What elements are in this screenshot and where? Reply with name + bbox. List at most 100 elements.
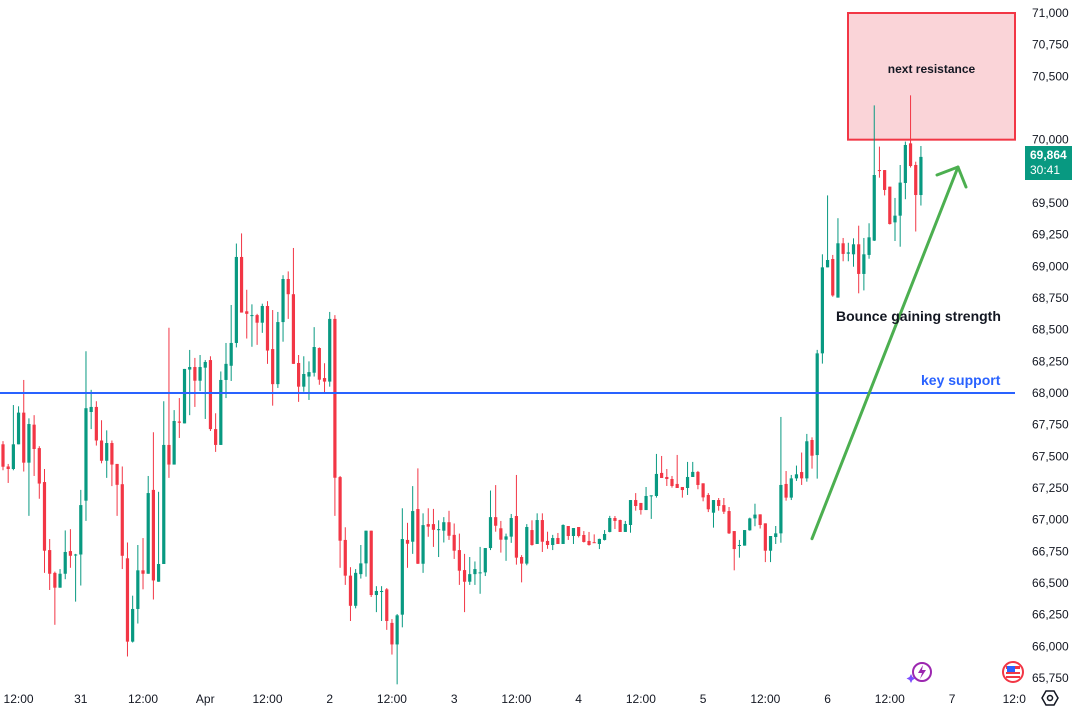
candle-body [862,254,866,274]
candle-body [872,175,876,241]
candle [763,523,767,563]
candle [276,311,280,388]
candle [903,141,907,200]
candle-body [468,574,472,582]
candle-body [525,527,529,564]
candle-body [333,318,337,478]
candle-body [545,540,550,545]
y-tick-label: 70,000 [1032,133,1069,147]
candle [16,406,21,445]
candle [577,527,581,538]
candle [115,463,119,516]
candle [405,522,410,568]
candle-body [297,362,301,387]
candle [867,223,871,259]
candle-body [908,143,913,167]
arrow-head [935,165,968,189]
candle [302,356,306,392]
candle [602,530,607,541]
candle [841,237,845,262]
candle-body [265,305,270,351]
candle [613,515,617,530]
candle-body [654,473,659,496]
y-tick-label: 68,250 [1032,354,1069,368]
candle [592,534,596,544]
x-tick-label: 12:00 [252,692,282,706]
candle-body [639,502,643,511]
candle-body [177,421,181,423]
x-tick-label: 12:00 [377,692,407,706]
candle [685,461,690,495]
candle [58,569,62,588]
candle-body [322,378,327,382]
candle [354,569,358,609]
candle [520,555,524,583]
candle-body [893,215,897,223]
candle [322,363,327,394]
candle-body [494,517,498,526]
lightning-icon[interactable] [906,660,934,689]
candle [437,520,441,558]
candle [846,242,850,262]
candle [260,303,264,333]
candle [338,475,342,568]
candle [597,538,601,550]
candle [151,432,155,600]
candle-body [753,514,757,519]
candle-body [685,476,690,488]
candle [53,571,57,625]
candle-body [79,505,83,555]
us-flag-icon[interactable] [1002,661,1024,688]
candle-body [354,572,358,606]
candle-body [779,484,783,534]
candle-body [255,315,259,323]
candle-body [825,260,830,268]
y-tick-label: 67,500 [1032,449,1069,463]
candle [188,349,192,416]
candle [737,539,742,558]
settings-icon[interactable] [1041,689,1059,712]
candle-body [535,520,539,544]
candle [369,530,373,597]
candle [1,441,5,471]
y-tick-label: 69,500 [1032,196,1069,210]
candle-body [587,540,591,545]
candle-body [369,530,373,596]
candle [836,218,840,298]
candle-body [701,483,705,498]
candle [794,465,799,481]
price-axis[interactable]: 71,000 70,750 70,500 70,000 69,500 69,250 69,0… [1032,6,1069,685]
candle-body [665,476,669,480]
candle-body [63,551,67,574]
y-tick-label: 65,750 [1032,671,1069,685]
candle [312,327,316,377]
candle [582,531,586,543]
candle-body [1,444,5,467]
candle [748,517,752,531]
candle [722,498,726,514]
candle [535,513,539,544]
candle-body [582,534,586,542]
time-axis[interactable]: 12:00 31 12:00 Apr 12:00 2 12:00 3 12:00 4 12:00 5 1… [4,692,1027,706]
candle-body [509,518,513,537]
candle [125,542,130,657]
y-tick-label: 66,250 [1032,608,1069,622]
candle [732,531,736,571]
candle [68,529,73,568]
candle-body [727,511,731,534]
candle [551,534,555,551]
candle [634,493,638,511]
candle-body [162,444,166,564]
candle-body [831,258,835,296]
candle [914,161,918,232]
candle-body [182,368,187,424]
candle [919,146,923,206]
candle-body [271,349,275,385]
candle [411,486,415,554]
candle-body [125,558,130,642]
candle-body [556,538,560,544]
candle-body [628,500,633,525]
candle [79,489,83,586]
candle-body [867,237,871,255]
